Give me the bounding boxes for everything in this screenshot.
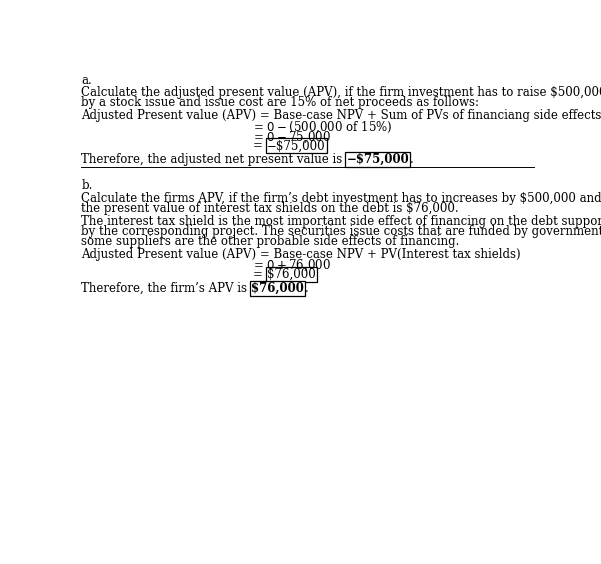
Text: .: . <box>410 153 413 166</box>
Text: Adjusted Present value (APV) = Base-case NPV + PV(Interest tax shields): Adjusted Present value (APV) = Base-case… <box>81 248 521 261</box>
Text: −$75,000: −$75,000 <box>346 153 409 166</box>
Text: by the corresponding project. The securities issue costs that are funded by gove: by the corresponding project. The securi… <box>81 225 601 238</box>
Text: =: = <box>254 139 267 152</box>
Text: $76,000: $76,000 <box>267 268 316 281</box>
Text: =: = <box>254 268 267 281</box>
Text: by a stock issue and issue cost are 15% of net proceeds as follows:: by a stock issue and issue cost are 15% … <box>81 96 480 109</box>
Text: Therefore, the adjusted net present value is: Therefore, the adjusted net present valu… <box>81 153 346 166</box>
Text: the present value of interest tax shields on the debt is $76,000.: the present value of interest tax shield… <box>81 202 459 215</box>
FancyBboxPatch shape <box>266 267 317 282</box>
FancyBboxPatch shape <box>250 280 305 296</box>
Text: Therefore, the firm’s APV is: Therefore, the firm’s APV is <box>81 282 251 295</box>
FancyBboxPatch shape <box>345 152 410 168</box>
Text: Calculate the adjusted present value (APV), if the firm investment has to raise : Calculate the adjusted present value (AP… <box>81 86 601 99</box>
Text: Calculate the firms APV, if the firm’s debt investment has to increases by $500,: Calculate the firms APV, if the firm’s d… <box>81 192 601 205</box>
FancyBboxPatch shape <box>266 138 327 153</box>
Text: −$75,000: −$75,000 <box>267 139 326 152</box>
Text: a.: a. <box>81 74 92 87</box>
Text: = $0−$75,000: = $0−$75,000 <box>254 129 331 145</box>
Text: b.: b. <box>81 179 93 192</box>
Text: = $0 + $76,000: = $0 + $76,000 <box>254 258 331 274</box>
Text: some suppliers are the other probable side effects of financing.: some suppliers are the other probable si… <box>81 235 460 248</box>
Text: .: . <box>305 282 308 295</box>
Text: = $0−($500,000 of 15%): = $0−($500,000 of 15%) <box>254 119 393 135</box>
Text: $76,000: $76,000 <box>251 282 304 295</box>
Text: Adjusted Present value (APV) = Base-case NPV + Sum of PVs of financiang side eff: Adjusted Present value (APV) = Base-case… <box>81 109 601 122</box>
Text: The interest tax shield is the most important side effect of financing on the de: The interest tax shield is the most impo… <box>81 215 601 228</box>
